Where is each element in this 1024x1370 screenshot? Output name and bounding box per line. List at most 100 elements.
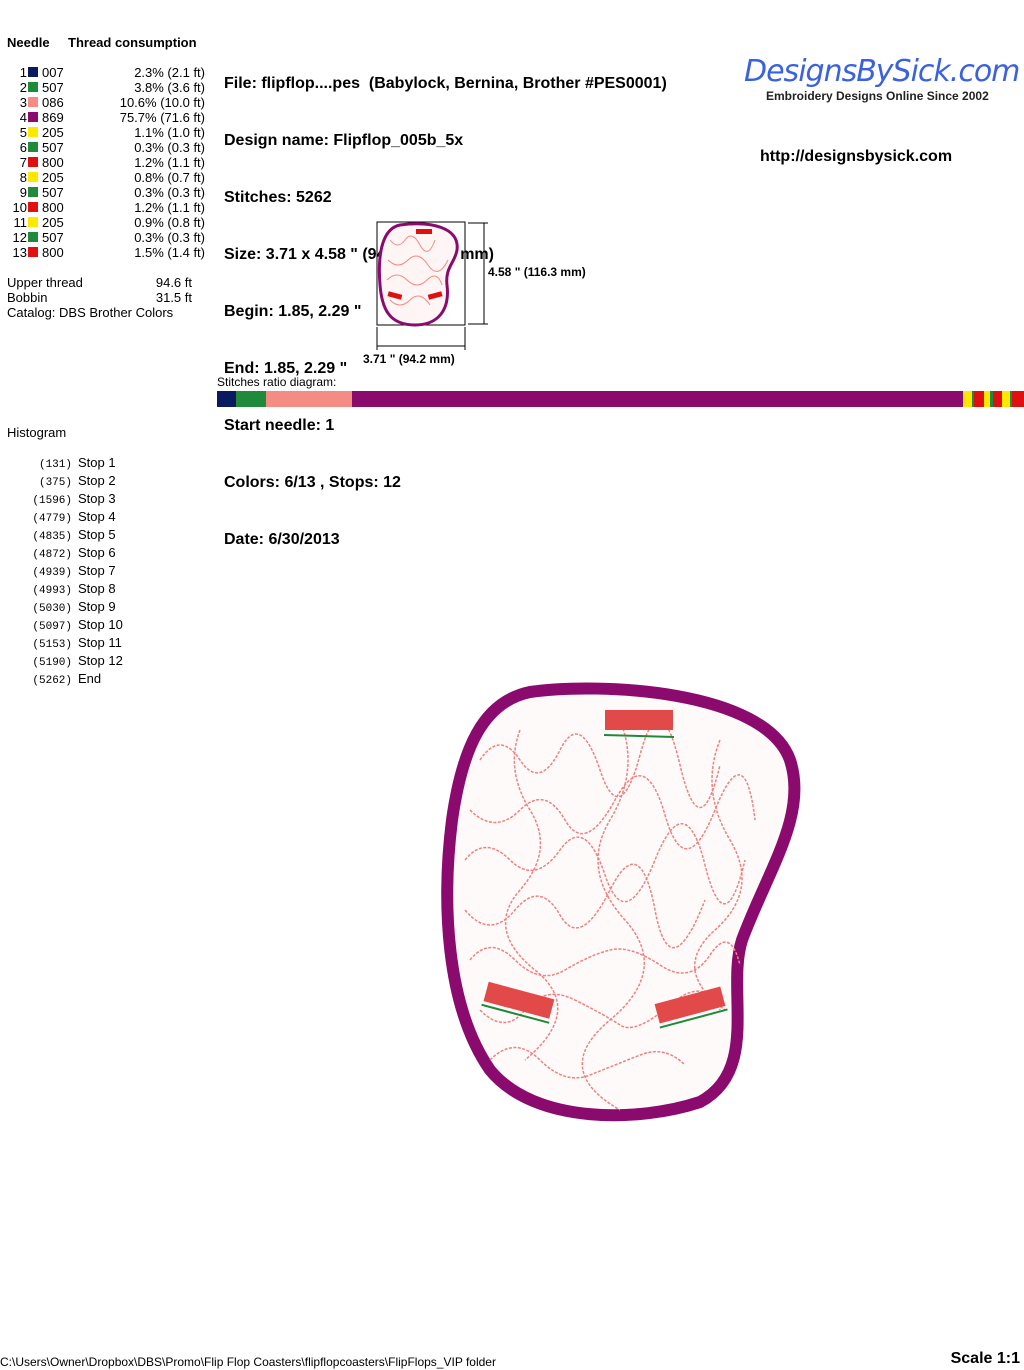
needle-number: 5	[19, 125, 27, 140]
histogram-list: (131) Stop 1 (375) Stop 2 (1596) Stop 3 (4779)…	[0, 455, 123, 689]
thread-consumption: 0.3% (0.3 ft)	[134, 230, 205, 245]
stop-label: Stop 7	[78, 563, 116, 578]
website-url[interactable]: http://designsbysick.com	[760, 148, 953, 165]
stop-label: Stop 3	[78, 491, 116, 506]
color-swatch	[28, 82, 38, 92]
stitch-count: (4835)	[32, 531, 72, 543]
ratio-segment	[962, 391, 972, 407]
thread-consumption: 1.2% (1.1 ft)	[134, 155, 205, 170]
stop-label: Stop 9	[78, 599, 116, 614]
ratio-segment	[983, 391, 991, 407]
needle-number: 2	[19, 80, 27, 95]
stitch-count: (5262)	[32, 675, 72, 687]
design-name: Design name: Flipflop_005b_5x	[224, 132, 464, 149]
stitches: Stitches: 5262	[224, 189, 332, 206]
histogram-row: (5030) Stop 9	[0, 599, 123, 617]
histogram-row: (131) Stop 1	[0, 455, 123, 473]
ratio-segment	[990, 391, 993, 407]
ratio-segment	[266, 391, 352, 407]
stitch-count: (1596)	[32, 495, 72, 507]
histogram-row: (1596) Stop 3	[0, 491, 123, 509]
color-swatch	[28, 202, 38, 212]
stop-label: Stop 8	[78, 581, 116, 596]
stitch-count: (5153)	[32, 639, 72, 651]
thread-code: 800	[42, 155, 64, 170]
end: End: 1.85, 2.29 "	[224, 360, 348, 377]
color-swatch	[28, 217, 38, 227]
thread-code: 800	[42, 200, 64, 215]
tab-markers	[481, 710, 728, 1029]
stop-label: End	[78, 671, 102, 686]
thread-consumption: 10.6% (10.0 ft)	[119, 95, 205, 110]
thread-row: 5 205 1.1% (1.0 ft)	[0, 125, 215, 140]
needle-number: 6	[19, 140, 27, 155]
bobbin-label: Bobbin	[7, 290, 48, 305]
color-swatch	[28, 247, 38, 257]
stitches-ratio-bar	[217, 391, 1024, 407]
ratio-label: Stitches ratio diagram:	[217, 375, 337, 389]
histogram-row: (5097) Stop 10	[0, 617, 122, 635]
ratio-segment	[1011, 391, 1024, 407]
thread-code: 507	[42, 185, 64, 200]
color-swatch	[28, 142, 38, 152]
histogram-row: (5262) End	[0, 671, 123, 689]
ratio-segment	[351, 391, 963, 407]
stitch-count: (5097)	[32, 621, 72, 633]
needle-number: 1	[19, 65, 27, 80]
thread-row: 3 086 10.6% (10.0 ft)	[0, 95, 215, 110]
colors-stops: Colors: 6/13 , Stops: 12	[224, 474, 401, 491]
height-label: 4.58 " (116.3 mm)	[488, 265, 586, 279]
thread-code: 086	[42, 95, 64, 110]
design-thumbnail	[376, 221, 488, 350]
stitch-count: (4993)	[32, 585, 72, 597]
thread-consumption-header: Thread consumption	[68, 35, 197, 50]
begin: Begin: 1.85, 2.29 "	[224, 303, 362, 320]
color-swatch	[28, 97, 38, 107]
thread-code: 800	[42, 245, 64, 260]
logo: DesignsBySick.com Embroidery Designs Onl…	[744, 54, 1020, 104]
thread-code: 205	[42, 125, 64, 140]
stop-label: Stop 4	[78, 509, 116, 524]
thread-row: 4 869 75.7% (71.6 ft)	[0, 110, 215, 125]
needle-number: 9	[19, 185, 27, 200]
stitch-count: (4872)	[32, 549, 72, 561]
thread-consumption: 0.3% (0.3 ft)	[134, 140, 205, 155]
thread-row: 7 800 1.2% (1.1 ft)	[0, 155, 215, 170]
thread-row: 8 205 0.8% (0.7 ft)	[0, 170, 215, 185]
thread-row: 1 007 2.3% (2.1 ft)	[0, 65, 215, 80]
thread-row: 13 800 1.5% (1.4 ft)	[0, 245, 215, 260]
needle-number: 10	[12, 200, 27, 215]
stop-label: Stop 6	[78, 545, 116, 560]
stop-label: Stop 11	[78, 635, 122, 650]
thread-consumption: 1.2% (1.1 ft)	[134, 200, 205, 215]
needle-number: 8	[19, 170, 27, 185]
ratio-segment	[1009, 391, 1012, 407]
color-swatch	[28, 172, 38, 182]
stitch-count: (131)	[38, 459, 72, 471]
logo-tagline: Embroidery Designs Online Since 2002	[766, 89, 989, 103]
thread-consumption: 0.8% (0.7 ft)	[134, 170, 205, 185]
ratio-segment	[1002, 391, 1010, 407]
thread-code: 507	[42, 80, 64, 95]
thread-totals: Upper thread 94.6 ft Bobbin 31.5 ft Catalo…	[7, 275, 192, 320]
histogram-row: (4779) Stop 4	[0, 509, 123, 527]
stitch-count: (4779)	[32, 513, 72, 525]
thread-code: 205	[42, 215, 64, 230]
histogram-row: (4835) Stop 5	[0, 527, 123, 545]
color-swatch	[28, 127, 38, 137]
histogram-title: Histogram	[7, 425, 67, 440]
stitch-count: (375)	[38, 477, 72, 489]
stipple-fill	[464, 719, 756, 1111]
thread-code: 205	[42, 170, 64, 185]
stitch-count: (5030)	[32, 603, 72, 615]
needle-number: 3	[19, 95, 27, 110]
ratio-segment	[217, 391, 236, 407]
histogram-row: (4939) Stop 7	[0, 563, 123, 581]
thread-row: 9 507 0.3% (0.3 ft)	[0, 185, 215, 200]
histogram-row: (375) Stop 2	[0, 473, 123, 491]
design-outline	[441, 682, 801, 1122]
stop-label: Stop 12	[78, 653, 123, 668]
upper-thread-value: 94.6 ft	[155, 275, 192, 290]
bobbin-value: 31.5 ft	[155, 290, 192, 305]
logo-text: DesignsBySick.com	[744, 54, 1020, 89]
